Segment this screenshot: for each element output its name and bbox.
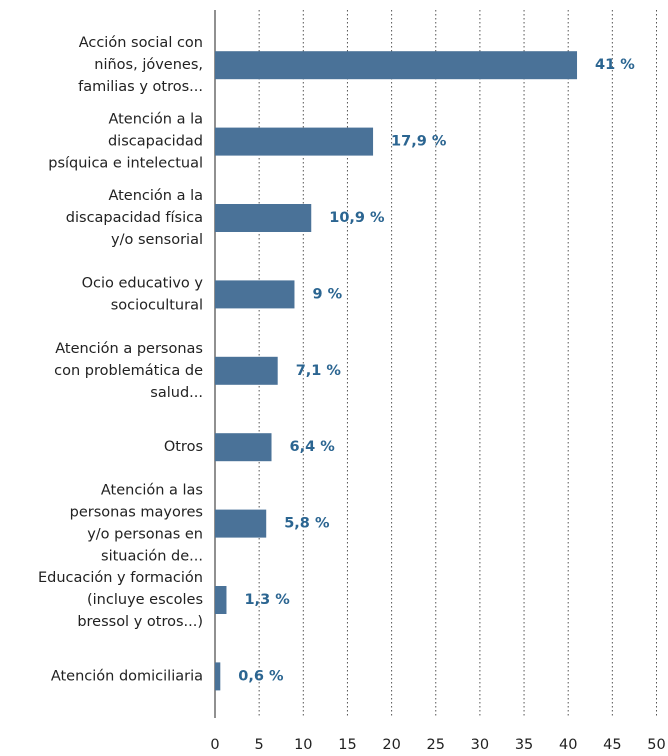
x-tick-label: 0 xyxy=(210,737,219,753)
x-tick-label: 40 xyxy=(559,737,577,753)
bar xyxy=(215,51,578,80)
bar xyxy=(215,204,312,232)
bar xyxy=(215,662,221,691)
bar xyxy=(215,433,272,462)
bar xyxy=(215,127,374,156)
value-label: 9 % xyxy=(312,286,342,302)
y-tick-label: Atención a personas con problemática de sa… xyxy=(54,341,203,401)
value-label: 7,1 % xyxy=(296,363,342,379)
x-tick-label: 5 xyxy=(255,737,264,753)
y-tick-label: Ocio educativo y sociocultural xyxy=(82,275,204,313)
x-tick-label: 30 xyxy=(471,737,489,753)
bar xyxy=(215,280,295,309)
x-tick-label: 25 xyxy=(427,737,445,753)
x-tick-label: 15 xyxy=(338,737,356,753)
y-tick-label: Otros xyxy=(164,439,203,455)
y-tick-label: Educación y formación (incluye escoles bre… xyxy=(38,570,203,630)
value-label: 1,3 % xyxy=(244,592,290,608)
x-tick-label: 10 xyxy=(294,737,312,753)
value-label: 10,9 % xyxy=(329,210,385,226)
bar xyxy=(215,356,278,385)
y-tick-label: Acción social con niños, jóvenes, familias… xyxy=(78,35,203,95)
bar xyxy=(215,586,227,614)
y-tick-label: Atención domiciliaria xyxy=(51,668,203,684)
bar xyxy=(215,509,267,538)
value-label: 5,8 % xyxy=(284,516,330,532)
value-label: 0,6 % xyxy=(238,668,284,684)
x-tick-label: 45 xyxy=(603,737,621,753)
x-tick-label: 35 xyxy=(515,737,533,753)
value-label: 41 % xyxy=(595,57,635,73)
y-tick-label: Atención a la discapacidad física y/o sens… xyxy=(66,188,203,248)
x-tick-label: 50 xyxy=(647,737,665,753)
y-tick-label: Atención a las personas mayores y/o person… xyxy=(70,483,203,565)
y-tick-label: Atención a la discapacidad psíquica e inte… xyxy=(48,112,203,172)
value-label: 6,4 % xyxy=(290,439,336,455)
x-tick-label: 20 xyxy=(382,737,400,753)
value-label: 17,9 % xyxy=(391,134,447,150)
